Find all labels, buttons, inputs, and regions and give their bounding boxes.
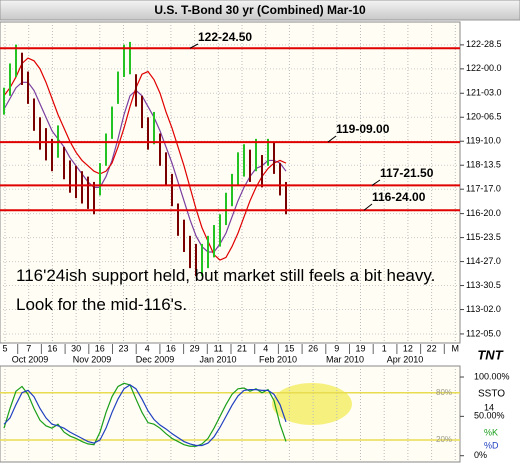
- x-tick-label: 16: [47, 343, 57, 353]
- annotation: 116'24ish support held, but market still…: [16, 266, 436, 314]
- x-month-label: Jan 2010: [199, 354, 236, 364]
- x-tick-label: 1: [382, 343, 387, 353]
- y-tick-label: 115-23.5: [466, 232, 501, 242]
- logo: TNT: [477, 347, 503, 362]
- x-month-label: Oct 2009: [12, 354, 49, 364]
- level-connector: [363, 203, 373, 211]
- level-connector: [189, 43, 199, 49]
- y-tick-label: 119-10.0: [466, 136, 501, 146]
- x-tick-label: 12: [403, 343, 413, 353]
- stoch-line: [3, 384, 287, 447]
- y-tick-label: 120-06.5: [466, 112, 502, 122]
- y-tick-label: 0%: [474, 450, 487, 460]
- x-tick-label: 15: [284, 343, 294, 353]
- x-month-label: Apr 2010: [387, 354, 424, 364]
- title-bar: [0, 0, 520, 21]
- y-tick-label: 114-27.0: [466, 256, 501, 266]
- y-tick-label: 122-28.5: [466, 39, 502, 49]
- level-label: 116-24.00: [372, 190, 426, 204]
- x-tick-label: 22: [427, 343, 437, 353]
- y-tick-label: 121-03.0: [466, 88, 502, 98]
- x-month-label: Nov 2009: [73, 354, 112, 364]
- indicator-name: SSTO: [478, 389, 505, 400]
- level-label: 20%: [436, 435, 452, 444]
- x-tick-label: 9: [334, 343, 339, 353]
- x-tick-label: 21: [237, 343, 247, 353]
- x-tick-label: 4: [263, 343, 268, 353]
- y-tick-label: 100.00%: [474, 371, 510, 381]
- y-tick-label: 113-30.5: [466, 280, 501, 290]
- indicator-line: [3, 81, 287, 253]
- chart-title: U.S. T-Bond 30 yr (Combined) Mar-10: [154, 3, 366, 17]
- y-tick-label: 118-13.5: [466, 160, 501, 170]
- x-tick-label: 30: [71, 343, 81, 353]
- highlight: [272, 383, 352, 425]
- x-month-label: Mar 2010: [326, 354, 364, 364]
- x-tick-label: 19: [355, 343, 365, 353]
- x-month-label: Dec 2009: [136, 354, 175, 364]
- y-tick-label: 112-05.0: [466, 328, 501, 338]
- legend-entry: %D: [484, 440, 499, 450]
- x-tick-label: 29: [190, 343, 200, 353]
- x-tick-label: 4: [145, 343, 150, 353]
- y-tick-label: 117-17.0: [466, 184, 501, 194]
- x-tick-label: 26: [308, 343, 318, 353]
- stoch-line: [3, 382, 287, 447]
- x-tick-label: 7: [26, 343, 31, 353]
- x-tick-label: 16: [166, 343, 176, 353]
- x-tick-label: M: [452, 343, 460, 353]
- y-tick-label: 122-00.0: [466, 63, 502, 73]
- level-connector: [327, 135, 337, 143]
- x-tick-label: 5: [2, 343, 7, 353]
- level-label: 122-24.50: [198, 30, 252, 44]
- y-tick-label: 113-02.0: [466, 304, 501, 314]
- level-label: 119-09.00: [336, 122, 390, 136]
- y-tick-label: 50.00%: [474, 411, 505, 421]
- x-tick-label: 11: [214, 343, 223, 353]
- legend-entry: %K: [484, 427, 498, 437]
- indicator-period: 14: [484, 402, 494, 412]
- level-connector: [371, 179, 381, 186]
- y-tick-label: 116-20.0: [466, 208, 501, 218]
- stoch-panel: [0, 365, 461, 463]
- x-tick-label: 23: [118, 343, 128, 353]
- level-label: 117-21.50: [380, 166, 434, 180]
- level-label: 80%: [436, 388, 452, 397]
- indicator-line: [3, 57, 287, 261]
- x-month-label: Feb 2010: [259, 354, 297, 364]
- x-tick-label: 16: [95, 343, 105, 353]
